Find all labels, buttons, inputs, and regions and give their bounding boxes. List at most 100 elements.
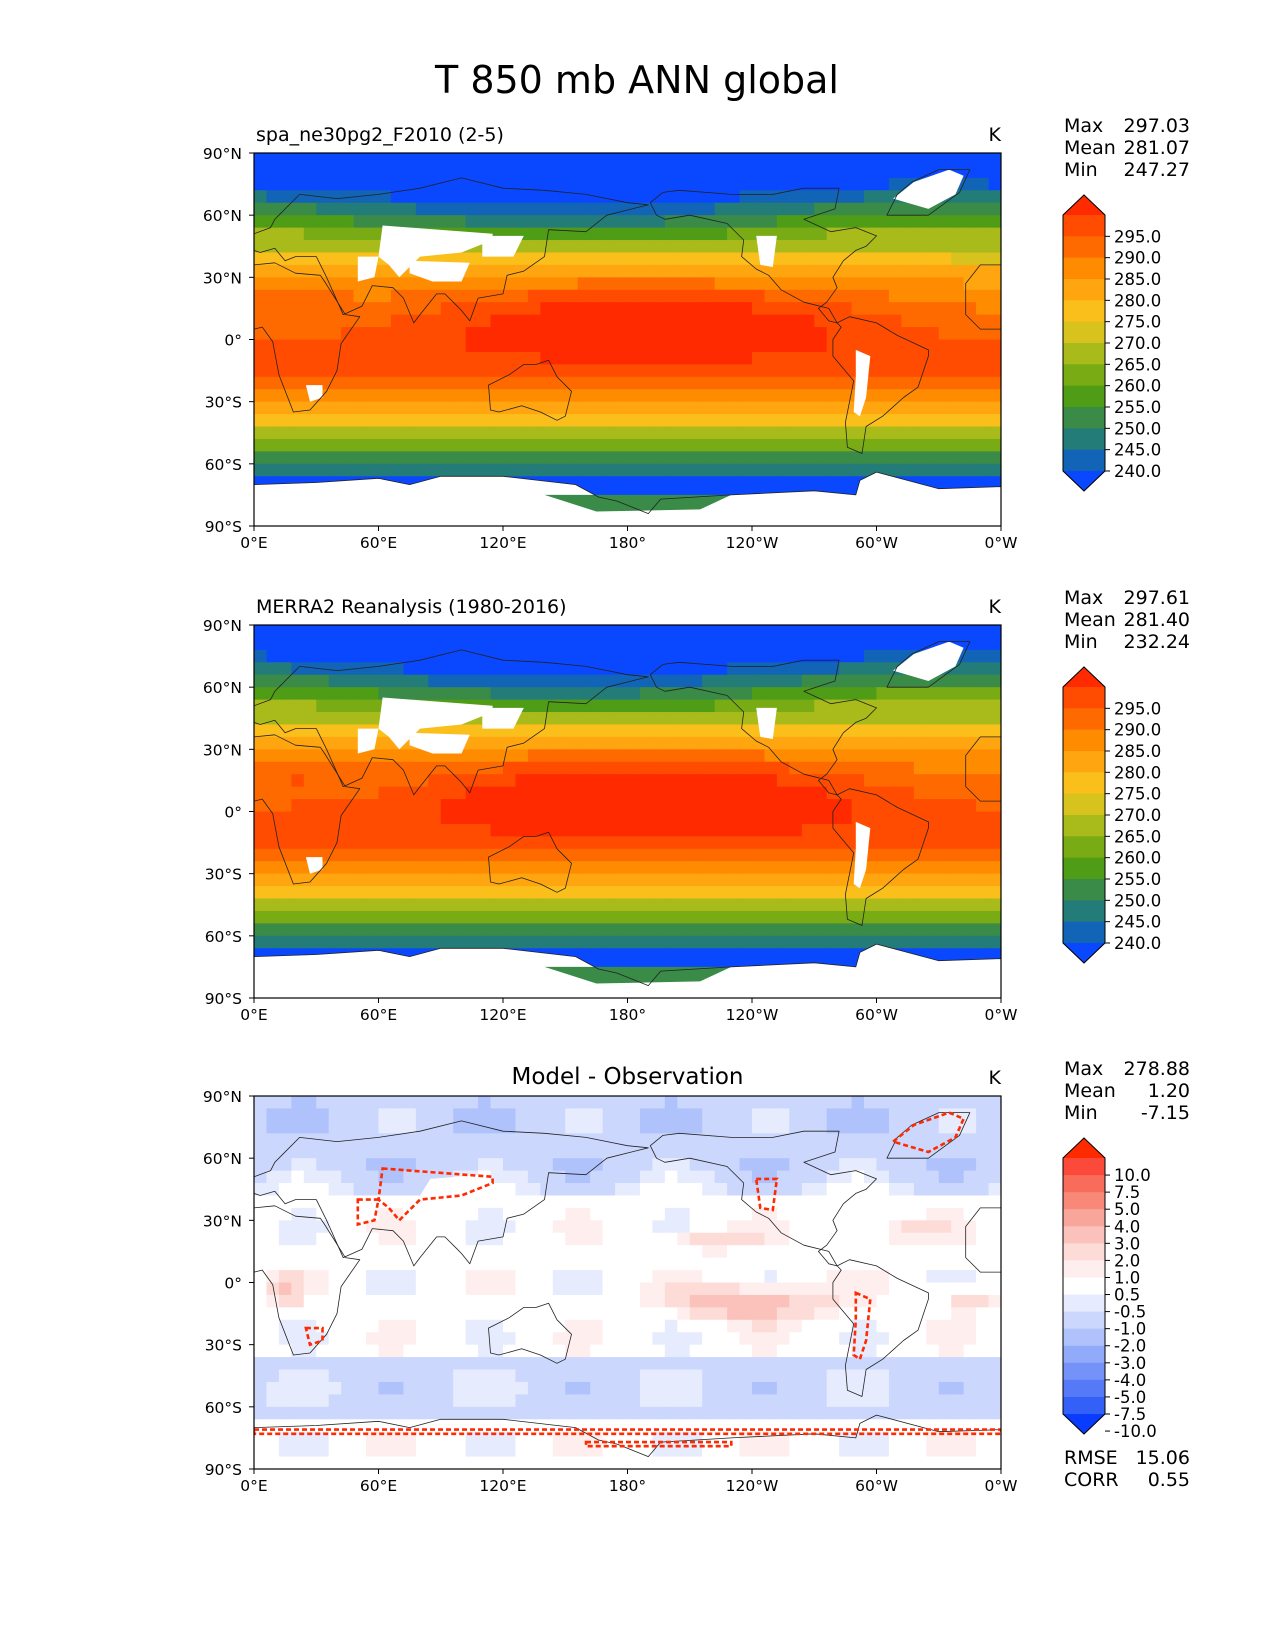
field-cell xyxy=(876,649,890,663)
field-cell xyxy=(926,923,940,937)
field-cell xyxy=(664,935,678,949)
field-cell xyxy=(938,774,952,788)
field-cell xyxy=(689,476,703,490)
field-cell xyxy=(988,1332,1001,1346)
field-cell xyxy=(951,463,965,477)
field-cell xyxy=(602,923,616,937)
field-cell xyxy=(689,1245,703,1259)
field-cell xyxy=(590,923,604,937)
field-cell xyxy=(590,463,604,477)
field-cell xyxy=(689,774,703,788)
field-cell xyxy=(415,1145,429,1159)
field-cell xyxy=(988,886,1001,900)
field-cell xyxy=(254,153,268,167)
field-cell xyxy=(664,177,678,191)
field-cell xyxy=(851,898,865,912)
field-cell xyxy=(888,463,902,477)
field-cell xyxy=(341,1245,355,1259)
field-cell xyxy=(428,1307,442,1321)
field-cell xyxy=(702,774,716,788)
field-cell xyxy=(552,786,566,800)
field-cell xyxy=(677,1133,691,1147)
field-cell xyxy=(839,811,853,825)
field-cell xyxy=(615,227,629,241)
field-cell xyxy=(976,314,990,328)
field-cell xyxy=(515,1245,529,1259)
field-cell xyxy=(490,1096,504,1110)
field-cell xyxy=(913,1158,927,1172)
field-cell xyxy=(390,687,404,701)
field-cell xyxy=(403,1183,417,1197)
coastline xyxy=(965,264,1001,330)
field-cell xyxy=(366,1207,380,1221)
field-cell xyxy=(440,302,454,316)
field-cell xyxy=(602,1319,616,1333)
field-cell xyxy=(901,923,915,937)
field-cell xyxy=(652,1257,666,1271)
field-cell xyxy=(602,625,616,639)
field-cell xyxy=(503,836,517,850)
field-cell xyxy=(851,302,865,316)
field-cell xyxy=(552,724,566,738)
field-cell xyxy=(652,662,666,676)
field-cell xyxy=(328,1145,342,1159)
field-cell xyxy=(652,463,666,477)
field-cell xyxy=(988,848,1001,862)
field-cell xyxy=(951,1257,965,1271)
field-cell xyxy=(254,823,268,837)
field-cell xyxy=(938,401,952,415)
field-cell xyxy=(465,1307,479,1321)
field-cell xyxy=(278,339,292,353)
field-cell xyxy=(814,476,828,490)
field-cell xyxy=(814,848,828,862)
field-cell xyxy=(565,935,579,949)
field-cell xyxy=(976,799,990,813)
field-cell xyxy=(316,426,330,440)
field-cell xyxy=(764,1120,778,1134)
field-cell xyxy=(926,935,940,949)
field-cell xyxy=(764,848,778,862)
field-cell xyxy=(328,451,342,465)
field-cell xyxy=(776,774,790,788)
field-cell xyxy=(801,910,815,924)
field-cell xyxy=(503,637,517,651)
field-cell xyxy=(938,1245,952,1259)
field-cell xyxy=(465,1319,479,1333)
field-cell xyxy=(776,1332,790,1346)
field-cell xyxy=(366,463,380,477)
field-cell xyxy=(503,1133,517,1147)
field-cell xyxy=(328,252,342,266)
field-cell xyxy=(739,1108,753,1122)
field-cell xyxy=(341,414,355,428)
field-cell xyxy=(801,799,815,813)
field-cell xyxy=(951,1207,965,1221)
field-cell xyxy=(590,736,604,750)
field-cell xyxy=(627,935,641,949)
field-cell xyxy=(864,1120,878,1134)
field-cell xyxy=(839,1145,853,1159)
field-cell xyxy=(503,289,517,303)
field-cell xyxy=(615,886,629,900)
field-cell xyxy=(789,687,803,701)
field-cell xyxy=(901,364,915,378)
field-cell xyxy=(776,736,790,750)
field-cell xyxy=(727,848,741,862)
field-cell xyxy=(864,1245,878,1259)
field-cell xyxy=(752,873,766,887)
field-cell xyxy=(577,1133,591,1147)
field-cell xyxy=(403,687,417,701)
field-cell xyxy=(540,401,554,415)
field-cell xyxy=(602,389,616,403)
field-cell xyxy=(366,674,380,688)
field-cell xyxy=(440,923,454,937)
field-cell xyxy=(851,674,865,688)
field-cell xyxy=(565,165,579,179)
field-cell xyxy=(503,625,517,639)
field-cell xyxy=(291,1232,305,1246)
field-cell xyxy=(366,314,380,328)
field-cell xyxy=(577,799,591,813)
field-cell xyxy=(789,761,803,775)
field-cell xyxy=(851,227,865,241)
field-cell xyxy=(366,1270,380,1284)
field-cell xyxy=(689,699,703,713)
